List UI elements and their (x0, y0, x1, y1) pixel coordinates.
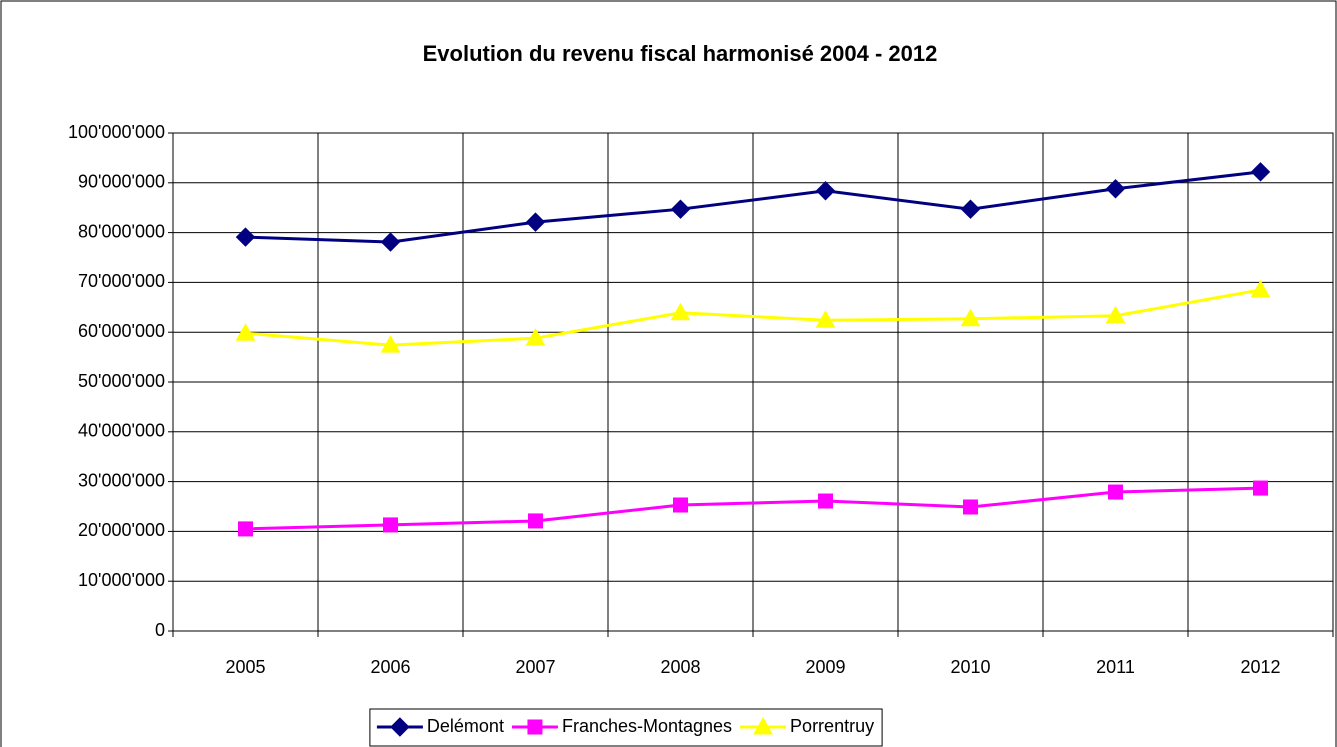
marker (815, 181, 836, 201)
y-tick-label: 0 (155, 620, 165, 640)
marker (380, 335, 401, 353)
marker (238, 521, 253, 537)
legend-label: Porrentruy (790, 716, 874, 736)
legend: Delémont Franches-Montagnes Porrentruy (369, 708, 883, 747)
marker (1250, 162, 1271, 182)
x-tick-label: 2010 (950, 657, 990, 677)
marker (235, 227, 256, 247)
series-line (245, 170, 1261, 244)
y-tick-label: 10'000'000 (78, 570, 165, 590)
marker (670, 199, 691, 219)
legend-box (369, 708, 883, 747)
marker (1105, 305, 1126, 324)
marker (528, 513, 543, 529)
series-line (245, 288, 1261, 347)
marker (1253, 480, 1268, 496)
x-tick-label: 2005 (225, 657, 265, 677)
y-tick-label: 50'000'000 (78, 371, 165, 391)
chart-title: Evolution du revenu fiscal harmonisé 200… (423, 41, 938, 66)
marker (818, 493, 833, 509)
marker (390, 717, 410, 737)
marker (753, 716, 773, 735)
marker (963, 499, 978, 515)
y-tick-label: 90'000'000 (78, 172, 165, 192)
x-tick-label: 2006 (370, 657, 410, 677)
x-tick-label: 2011 (1096, 657, 1135, 677)
marker (960, 308, 981, 327)
y-tick-label: 100'000'000 (68, 122, 165, 142)
marker (380, 232, 401, 252)
y-tick-label: 30'000'000 (78, 470, 165, 490)
marker (1250, 279, 1271, 298)
marker (235, 323, 256, 341)
marker (383, 517, 398, 533)
series-line (245, 486, 1261, 531)
marker (1105, 179, 1126, 199)
y-tick-label: 40'000'000 (78, 421, 165, 441)
marker (673, 497, 688, 513)
y-tick-label: 20'000'000 (78, 520, 165, 540)
marker (525, 212, 546, 232)
x-tick-label: 2008 (660, 657, 700, 677)
y-tick-label: 80'000'000 (78, 221, 165, 241)
marker (670, 302, 691, 321)
y-tick-label: 70'000'000 (78, 271, 165, 291)
x-tick-label: 2012 (1240, 657, 1280, 677)
marker (525, 328, 546, 346)
y-tick-label: 60'000'000 (78, 321, 165, 341)
marker (815, 310, 836, 328)
marker (1108, 484, 1123, 500)
marker (960, 199, 981, 219)
legend-label: Franches-Montagnes (562, 716, 732, 736)
marker (527, 719, 543, 735)
x-tick-label: 2007 (515, 657, 555, 677)
x-tick-label: 2009 (805, 657, 845, 677)
legend-label: Delémont (427, 716, 504, 736)
